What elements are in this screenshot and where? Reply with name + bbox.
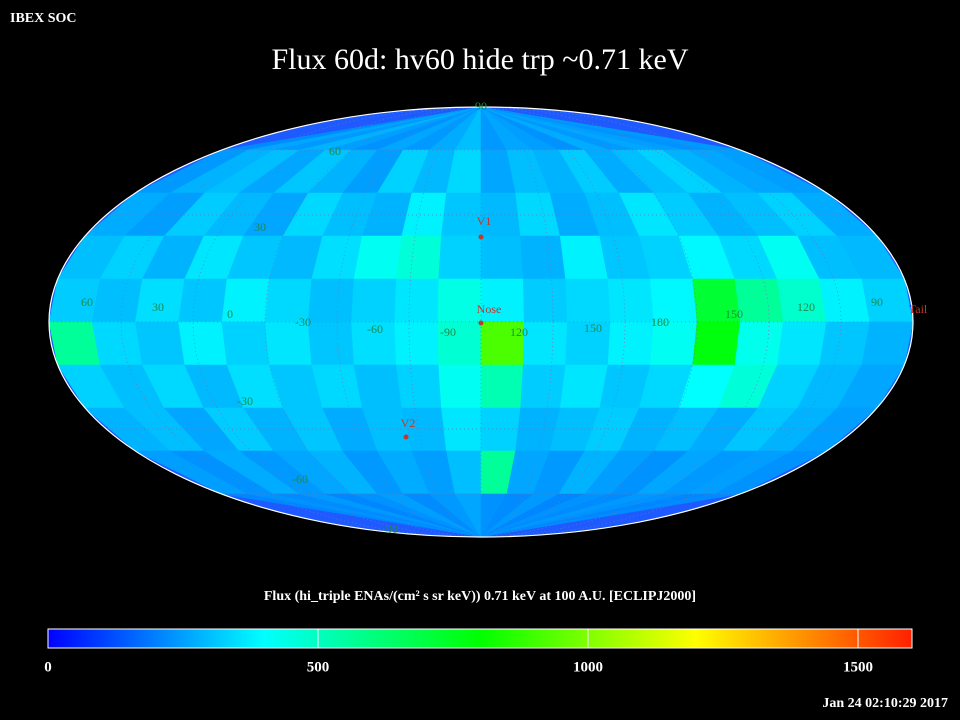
flux-cell — [178, 321, 228, 366]
map-outline — [48, 106, 914, 538]
marker-label: V2 — [401, 416, 416, 430]
flux-cell — [480, 364, 524, 409]
flux-cell — [441, 407, 482, 452]
colorbar-title: Flux (hi_triple ENAs/(cm² s sr keV)) 0.7… — [264, 589, 696, 604]
app-label: IBEX SOC — [10, 11, 77, 26]
flux-cell — [861, 278, 913, 323]
marker-label: Tail — [909, 302, 928, 316]
flux-cell — [523, 278, 568, 323]
flux-cell — [437, 278, 482, 323]
flux-cell — [394, 278, 439, 323]
flux-cell — [520, 364, 566, 409]
longitude-label: 120 — [797, 300, 815, 314]
flux-cell — [221, 321, 270, 366]
flux-cell — [523, 321, 568, 366]
flux-cell — [307, 278, 355, 323]
flux-cell — [819, 321, 871, 366]
flux-cell — [353, 235, 403, 280]
marker-label: Nose — [477, 302, 502, 316]
colorbar-tick-label: 1500 — [843, 659, 873, 675]
graticule — [49, 107, 913, 537]
colorbar-tick-label: 0 — [44, 659, 52, 675]
marker-label: V1 — [477, 214, 492, 228]
flux-cell — [692, 321, 741, 366]
colorbar — [47, 628, 913, 649]
flux-cell — [91, 278, 143, 323]
flux-cell — [819, 278, 871, 323]
flux-cell — [396, 235, 442, 280]
flux-cell — [438, 235, 482, 280]
latitude-label: -60 — [292, 472, 308, 486]
flux-cell — [178, 278, 228, 323]
flux-cell — [396, 364, 442, 409]
longitude-label: 180 — [651, 315, 669, 329]
longitude-label: 0 — [227, 307, 233, 321]
flux-cell — [91, 321, 143, 366]
flux-cell — [607, 321, 655, 366]
longitude-label: 60 — [81, 295, 93, 309]
flux-cell — [520, 235, 566, 280]
map-cells — [49, 107, 913, 537]
flux-cell — [480, 407, 521, 452]
latitude-label: 60 — [329, 144, 341, 158]
flux-cell — [441, 192, 482, 237]
map-labels: 90 60 30 -30 -60 -90 60 30 0 -30 -60 -90 120 150 180 15… — [81, 99, 928, 536]
colorbar-ticks: 0 500 1000 1500 — [44, 629, 873, 675]
timestamp: Jan 24 02:10:29 2017 — [822, 696, 948, 711]
marker-dot — [478, 320, 484, 326]
flux-cell — [135, 321, 185, 366]
latitude-label: 30 — [254, 220, 266, 234]
flux-cell — [307, 321, 355, 366]
longitude-label: 90 — [871, 295, 883, 309]
longitude-label: 30 — [152, 300, 164, 314]
flux-cell — [734, 321, 784, 366]
longitude-label: 120 — [510, 325, 528, 339]
colorbar-tick-label: 500 — [307, 659, 330, 675]
latitude-label: -30 — [237, 394, 253, 408]
flux-cell — [353, 364, 403, 409]
flux-cell — [861, 321, 913, 366]
title: Flux 60d: hv60 hide trp ~0.71 keV — [271, 43, 688, 76]
flux-cell — [438, 364, 482, 409]
longitude-label: 150 — [725, 307, 743, 321]
flux-cell — [480, 493, 741, 537]
latitude-label: -90 — [382, 522, 398, 536]
longitude-label: -90 — [440, 325, 456, 339]
latitude-label: 90 — [475, 99, 487, 113]
flux-cell — [607, 278, 655, 323]
flux-cell — [394, 321, 439, 366]
flux-cell — [480, 235, 524, 280]
flux-cell — [777, 321, 827, 366]
longitude-label: 150 — [584, 321, 602, 335]
marker-dot — [478, 234, 484, 240]
longitude-label: -60 — [367, 322, 383, 336]
flux-cell — [49, 321, 101, 366]
flux-cell — [565, 278, 611, 323]
marker-dot — [403, 434, 409, 440]
longitude-label: -30 — [295, 315, 311, 329]
colorbar-tick-label: 1000 — [573, 659, 603, 675]
flux-cell — [351, 278, 397, 323]
